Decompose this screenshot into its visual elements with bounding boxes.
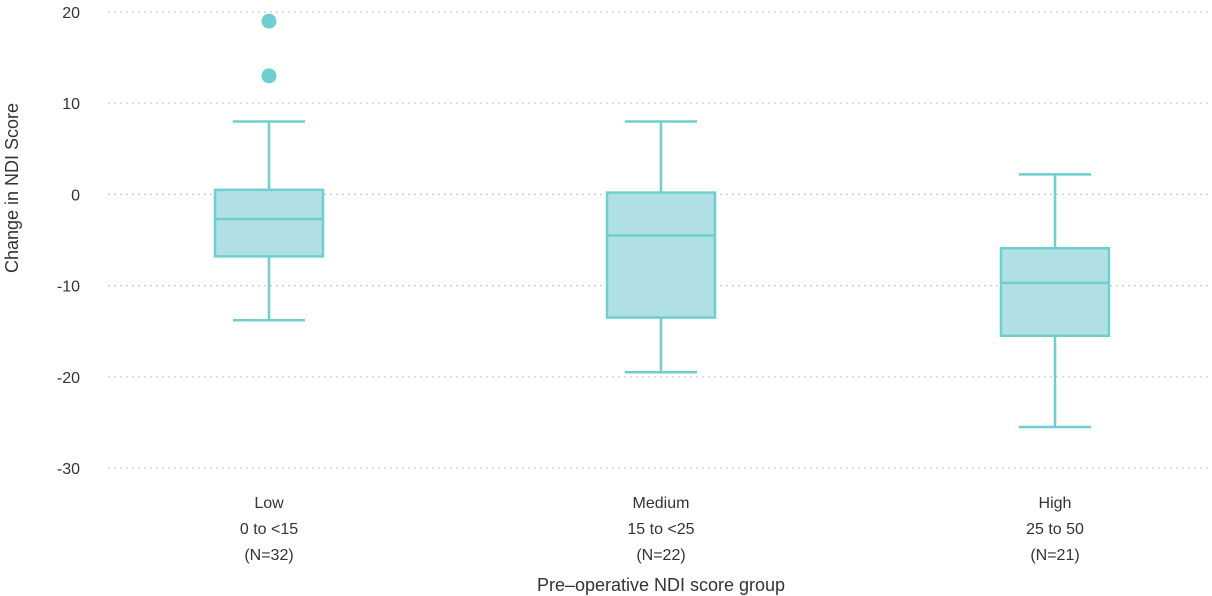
outlier-point <box>261 13 277 29</box>
iqr-box <box>213 188 325 258</box>
y-axis-ticks: 20 10 0 -10 -20 -30 <box>57 5 80 478</box>
x-category-label-line: 15 to <25 <box>627 521 694 538</box>
x-category-label-line: (N=32) <box>244 547 293 564</box>
iqr-box <box>999 246 1111 338</box>
x-axis-title: Pre–operative NDI score group <box>537 575 785 595</box>
x-category-label: Low 0 to <15 (N=32) <box>240 495 298 564</box>
y-tick-label: -30 <box>57 461 80 478</box>
x-axis-categories: Low 0 to <15 (N=32) Medium 15 to <25 (N=22) Hi… <box>240 495 1084 564</box>
box-group <box>999 173 1111 429</box>
box-series <box>213 13 1111 429</box>
x-category-label-line: 25 to 50 <box>1026 521 1084 538</box>
box-group <box>605 120 717 374</box>
x-category-label: Medium 15 to <25 (N=22) <box>627 495 694 564</box>
x-category-label-line: High <box>1039 495 1072 512</box>
y-axis-title: Change in NDI Score <box>2 103 22 273</box>
x-category-label: High 25 to 50 (N=21) <box>1026 495 1084 564</box>
iqr-box <box>605 191 717 319</box>
y-tick-label: -10 <box>57 279 80 296</box>
y-tick-label: 20 <box>62 5 80 22</box>
outlier-point <box>261 68 277 84</box>
y-tick-label: -20 <box>57 370 80 387</box>
x-category-label-line: Medium <box>633 495 690 512</box>
x-category-label-line: 0 to <15 <box>240 521 298 538</box>
box-group <box>213 13 325 322</box>
y-tick-label: 10 <box>62 96 80 113</box>
x-category-label-line: (N=22) <box>636 547 685 564</box>
x-category-label-line: (N=21) <box>1030 547 1079 564</box>
y-tick-label: 0 <box>71 187 80 204</box>
x-category-label-line: Low <box>254 495 284 512</box>
